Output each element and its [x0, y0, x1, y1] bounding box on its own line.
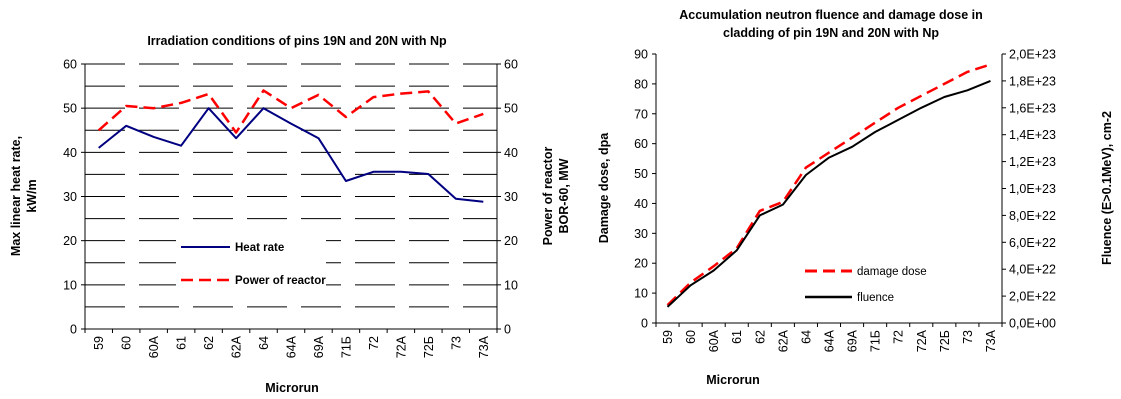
chart1-y-axis-title-line1: Max linear heat rate, — [9, 136, 23, 256]
chart2-right-tick-labels: 0,0E+00 2,0E+22 4,0E+22 6,0E+22 8,0E+22 1,0E+… — [1002, 48, 1056, 331]
chart2-left-tick-label: 10 — [634, 287, 648, 301]
chart2-right-tick-label: 1,8E+23 — [1009, 74, 1056, 88]
chart2-y-axis-title: Damage dose, dpa — [597, 132, 611, 243]
chart2-x-tick-label: 73A — [984, 329, 998, 352]
chart1-right-tick-label: 40 — [504, 146, 518, 160]
chart2-left-tick-label: 70 — [634, 107, 648, 121]
chart1-x-tick-label: 62A — [230, 335, 244, 358]
chart2-x-tick-label: 62A — [776, 329, 790, 352]
chart1-title: Irradiation conditions of pins 19N and 2… — [147, 34, 447, 48]
chart2-x-tick-labels: 59 60 60A 61 62 62A 64 64A 69A 71Б 72 72A 72Б 73 73A — [655, 323, 1003, 352]
chart1-x-axis-title: Microrun — [265, 381, 318, 395]
chart1-right-tick-label: 10 — [504, 278, 518, 292]
chart2-right-axis-title: Fluence (E>0.1MeV), cm-2 — [1100, 111, 1114, 265]
chart1-left-tick-label: 10 — [63, 278, 77, 292]
chart2-left-tick-label: 30 — [634, 227, 648, 241]
chart2-left-tick-label: 0 — [641, 317, 648, 331]
chart2-x-tick-label: 72Б — [938, 330, 952, 352]
chart2-x-tick-label: 72A — [915, 329, 929, 352]
chart1-x-tick-label: 69A — [312, 335, 326, 358]
chart1-right-tick-label: 60 — [504, 58, 518, 72]
chart2-right-tick-label: 1,0E+23 — [1009, 182, 1056, 196]
chart1-right-axis-title-line1: Power of reactor — [541, 147, 555, 246]
chart1-right-tick-label: 30 — [504, 190, 518, 204]
chart1-x-tick-label: 64A — [285, 335, 299, 358]
chart2-x-tick-label: 71Б — [869, 330, 883, 352]
chart2-x-tick-label: 69A — [846, 329, 860, 352]
chart2-right-tick-label: 4,0E+22 — [1009, 263, 1056, 277]
chart1-x-tick-label: 72 — [367, 336, 381, 350]
chart2-x-tick-label: 59 — [661, 330, 675, 344]
chart1-x-tick-label: 72A — [394, 335, 408, 358]
chart2-x-tick-label: 73 — [961, 330, 975, 344]
chart1-left-tick-label: 20 — [63, 234, 77, 248]
chart1-legend-label-heat-rate: Heat rate — [235, 242, 284, 254]
chart2-right-tick-label: 2,0E+22 — [1009, 290, 1056, 304]
chart1-x-tick-label: 61 — [175, 336, 189, 350]
chart2-x-tick-label: 64 — [799, 330, 813, 344]
chart1-x-tick-label: 59 — [92, 336, 106, 350]
chart2-x-tick-label: 61 — [730, 330, 744, 344]
chart2-x-tick-label: 60 — [684, 330, 698, 344]
chart1-x-tick-label: 60A — [147, 335, 161, 358]
chart2-right-tick-label: 0,0E+00 — [1009, 317, 1056, 331]
chart2-left-tick-label: 80 — [634, 77, 648, 91]
chart2-right-tick-label: 1,2E+23 — [1009, 155, 1056, 169]
chart1-series — [97, 89, 484, 203]
chart2-title-line1: Accumulation neutron fluence and damage … — [679, 8, 983, 22]
chart2-x-tick-label: 64A — [823, 329, 837, 352]
chart2-x-tick-label: 60A — [707, 329, 721, 352]
chart2-series-line-damage-dose — [666, 63, 991, 306]
chart2-left-tick-labels: 0 10 20 30 40 50 60 70 80 90 — [634, 48, 656, 331]
chart1-left-tick-label: 60 — [63, 58, 77, 72]
chart2-right-tick-label: 2,0E+23 — [1009, 48, 1056, 62]
chart2-series-line-fluence — [666, 79, 991, 308]
chart1-x-tick-labels: 59 60 60A 61 62 62A 64 64A 69A 71Б 72 72A 72Б 73 73A — [84, 329, 498, 358]
chart2-right-tick-label: 6,0E+22 — [1009, 236, 1056, 250]
chart1-left-tick-labels: 0 10 20 30 40 50 60 — [63, 58, 85, 337]
chart1-right-tick-label: 50 — [504, 102, 518, 116]
chart1-legend-label-power: Power of reactor — [235, 275, 326, 287]
chart1-right-tick-labels: 0 10 20 30 40 50 60 — [497, 58, 518, 337]
chart2-left-tick-label: 20 — [634, 257, 648, 271]
chart1-series-line-heat-rate — [98, 107, 484, 203]
chart2-left-tick-label: 40 — [634, 197, 648, 211]
chart2-right-tick-label: 8,0E+22 — [1009, 209, 1056, 223]
chart1-right-tick-label: 20 — [504, 234, 518, 248]
chart1-x-tick-label: 73A — [477, 335, 491, 358]
chart1-y-axis-title-line2: kW/m — [25, 179, 39, 212]
chart2-legend-box — [800, 258, 950, 312]
chart1-x-tick-label: 62 — [202, 336, 216, 350]
chart2: Accumulation neutron fluence and damage … — [597, 8, 1114, 387]
chart1-left-tick-label: 40 — [63, 146, 77, 160]
chart1-left-tick-label: 50 — [63, 102, 77, 116]
chart2-right-tick-label: 1,6E+23 — [1009, 101, 1056, 115]
chart1-series-line-power-of-reactor — [97, 89, 484, 134]
chart1-legend: Heat rate Power of reactor — [176, 232, 326, 292]
chart2-series — [666, 63, 991, 308]
chart2-x-tick-label: 62 — [753, 330, 767, 344]
chart2-title-line2: cladding of pin 19N and 20N with Np — [723, 26, 939, 40]
chart1-x-tick-label: 72Б — [422, 336, 436, 358]
chart1-x-tick-label: 60 — [120, 336, 134, 350]
chart2-left-tick-label: 60 — [634, 137, 648, 151]
chart2-left-tick-label: 90 — [634, 48, 648, 62]
chart1-x-tick-label: 73 — [449, 336, 463, 350]
chart1-x-tick-label: 71Б — [339, 336, 353, 358]
chart2-x-tick-label: 72 — [892, 330, 906, 344]
chart2-legend: damage dose fluence — [800, 258, 950, 312]
chart1-left-tick-label: 0 — [70, 323, 77, 337]
chart1-right-tick-label: 0 — [504, 323, 511, 337]
chart2-legend-label-damage-dose: damage dose — [857, 266, 927, 278]
chart2-left-tick-label: 50 — [634, 167, 648, 181]
chart1-right-axis-title-line2: BOR-60, MW — [557, 158, 571, 233]
chart1-legend-box — [176, 232, 326, 292]
chart2-legend-label-fluence: fluence — [857, 292, 894, 304]
chart1-x-tick-label: 64 — [257, 336, 271, 350]
chart1-left-tick-label: 30 — [63, 190, 77, 204]
chart2-right-tick-label: 1,4E+23 — [1009, 128, 1056, 142]
chart1: Irradiation conditions of pins 19N and 2… — [9, 34, 571, 395]
chart2-x-axis-title: Microrun — [706, 373, 759, 387]
